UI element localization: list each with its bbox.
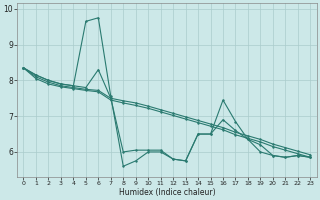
- X-axis label: Humidex (Indice chaleur): Humidex (Indice chaleur): [119, 188, 215, 197]
